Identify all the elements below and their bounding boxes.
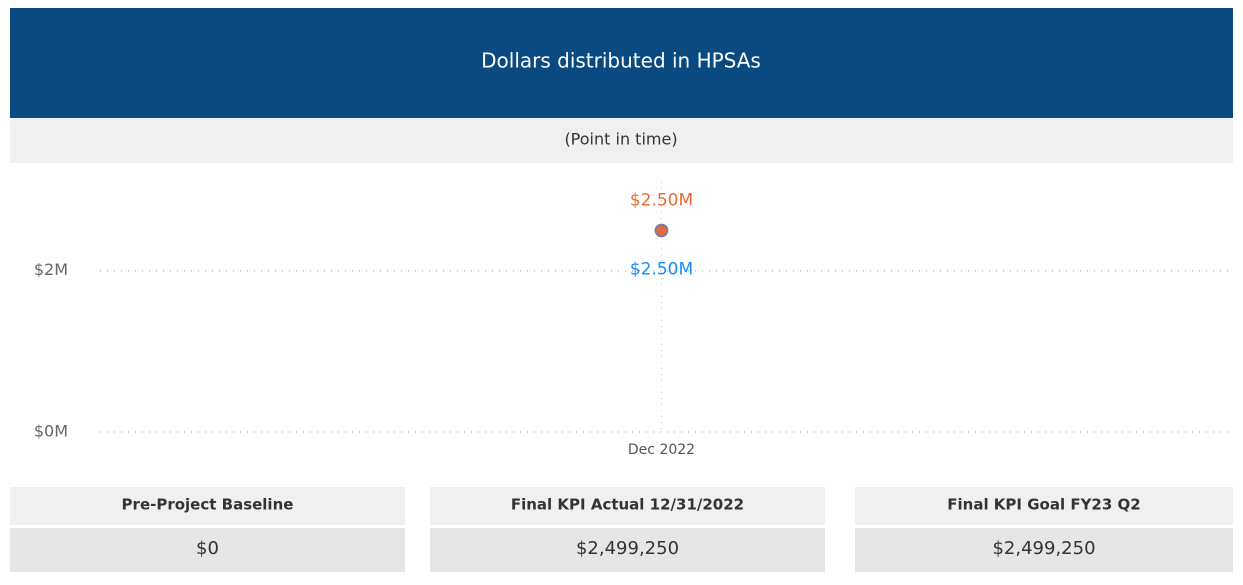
point xyxy=(654,223,669,238)
card-value: $2,499,250 xyxy=(576,538,679,559)
card-label: Pre-Project Baseline xyxy=(122,496,294,514)
card-label: Final KPI Goal FY23 Q2 xyxy=(947,496,1140,514)
y-tick-label: $0M xyxy=(34,422,68,441)
card-value-bg xyxy=(430,528,825,572)
data-label: $2.50M xyxy=(630,259,693,279)
card-label-bg xyxy=(430,487,825,525)
header-band xyxy=(10,8,1233,118)
y-tick-label: $2M xyxy=(34,260,68,279)
card-label: Final KPI Actual 12/31/2022 xyxy=(511,496,744,514)
card-value-bg xyxy=(855,528,1233,572)
subtitle-band xyxy=(10,118,1233,163)
subtitle: (Point in time) xyxy=(564,130,677,149)
data-label: $2.50M xyxy=(630,190,693,210)
card-label-bg xyxy=(10,487,405,525)
card-value-bg xyxy=(10,528,405,572)
card-value: $2,499,250 xyxy=(992,538,1095,559)
card-label-bg xyxy=(855,487,1233,525)
title: Dollars distributed in HPSAs xyxy=(481,49,761,73)
card-value: $0 xyxy=(196,538,219,559)
x-tick-label: Dec 2022 xyxy=(628,442,695,458)
